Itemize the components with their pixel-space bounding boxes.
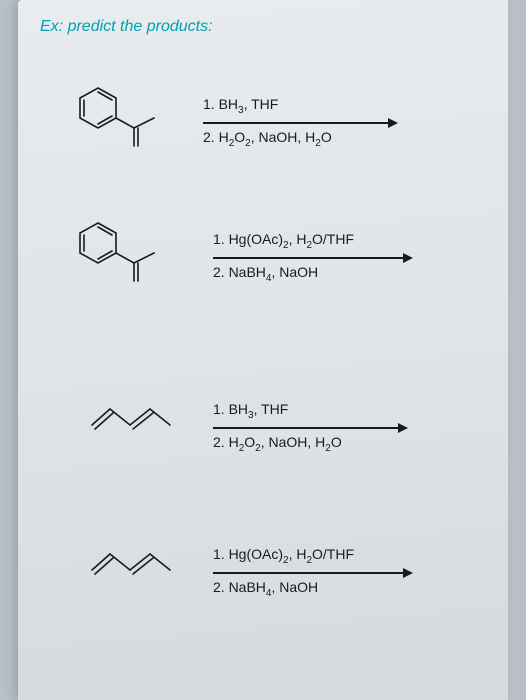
paper-sheet: Ex: predict the products: bbox=[18, 0, 508, 700]
step1-label: 1. Hg(OAc)2, H2O/THF bbox=[213, 230, 413, 253]
reaction-arrow bbox=[213, 253, 413, 263]
reaction-arrow bbox=[213, 568, 413, 578]
structure-3 bbox=[88, 395, 188, 440]
structure-4 bbox=[88, 540, 188, 585]
step2-label: 2. NaBH4, NaOH bbox=[213, 263, 413, 286]
step1-label: 1. Hg(OAc)2, H2O/THF bbox=[213, 545, 413, 568]
step2-label: 2. H2O2, NaOH, H2O bbox=[203, 128, 398, 151]
step1-label: 1. BH3, THF bbox=[203, 95, 398, 118]
structure-2 bbox=[76, 215, 176, 285]
reaction-arrow bbox=[203, 118, 398, 128]
step2-label: 2. NaBH4, NaOH bbox=[213, 578, 413, 601]
step2-label: 2. H2O2, NaOH, H2O bbox=[213, 433, 408, 456]
reaction-row-4: 1. Hg(OAc)2, H2O/THF 2. NaBH4, NaOH bbox=[213, 545, 413, 601]
reaction-row-1: 1. BH3, THF 2. H2O2, NaOH, H2O bbox=[203, 95, 398, 151]
reaction-row-2: 1. Hg(OAc)2, H2O/THF 2. NaBH4, NaOH bbox=[213, 230, 413, 286]
reaction-row-3: 1. BH3, THF 2. H2O2, NaOH, H2O bbox=[213, 400, 408, 456]
reaction-arrow bbox=[213, 423, 408, 433]
page-title: Ex: predict the products: bbox=[40, 18, 213, 36]
structure-1 bbox=[76, 80, 176, 150]
step1-label: 1. BH3, THF bbox=[213, 400, 408, 423]
